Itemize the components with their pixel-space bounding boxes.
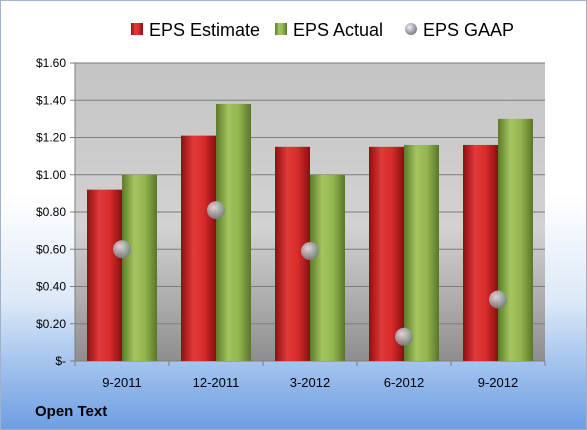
x-tick-label: 9-2011 bbox=[102, 375, 142, 390]
legend-swatch-gaap bbox=[405, 23, 417, 35]
gaap-point bbox=[301, 242, 319, 261]
estimate-bar bbox=[181, 135, 216, 361]
y-tick-label: $1.20 bbox=[36, 131, 66, 145]
y-tick-label: $1.60 bbox=[36, 56, 66, 70]
gaap-point bbox=[489, 290, 507, 309]
gaap-point bbox=[207, 201, 225, 220]
estimate-bar bbox=[369, 146, 404, 361]
x-tick-label: 3-2012 bbox=[290, 375, 330, 390]
actual-bar bbox=[216, 103, 251, 361]
y-tick-label: $1.40 bbox=[36, 93, 66, 107]
estimate-bar bbox=[463, 144, 498, 361]
bars bbox=[87, 103, 533, 361]
legend-swatch-actual bbox=[275, 23, 287, 35]
legend-label: EPS Estimate bbox=[149, 20, 260, 40]
y-tick-label: $0.60 bbox=[36, 242, 66, 256]
legend-label: EPS Actual bbox=[293, 20, 383, 40]
actual-bar bbox=[404, 144, 439, 361]
actual-bar bbox=[122, 174, 157, 361]
actual-bar bbox=[498, 118, 533, 361]
y-tick-labels: $- $0.20 $0.40 $0.60 $0.80 $1.00 $1.20 $1.40 $1.… bbox=[36, 56, 66, 368]
y-tick-label: $0.40 bbox=[36, 280, 66, 294]
gaap-points bbox=[113, 201, 507, 346]
x-tick-label: 9-2012 bbox=[478, 375, 518, 390]
legend: EPS Estimate EPS Actual EPS GAAP bbox=[131, 20, 514, 40]
y-tick-label: $0.80 bbox=[36, 205, 66, 219]
gaap-point bbox=[395, 327, 413, 346]
y-tick-label: $0.20 bbox=[36, 317, 66, 331]
gaap-point bbox=[113, 240, 131, 259]
company-name: Open Text bbox=[35, 403, 108, 420]
legend-swatch-estimate bbox=[131, 23, 143, 35]
y-tick-label: $- bbox=[55, 354, 66, 368]
y-tick-label: $1.00 bbox=[36, 168, 66, 182]
estimate-bar bbox=[87, 189, 122, 361]
x-tick-label: 6-2012 bbox=[384, 375, 424, 390]
actual-bar bbox=[310, 174, 345, 361]
x-tick-label: 12-2011 bbox=[193, 375, 240, 390]
x-tick-labels: 9-2011 12-2011 3-2012 6-2012 9-2012 bbox=[102, 375, 518, 390]
legend-label: EPS GAAP bbox=[423, 20, 514, 40]
